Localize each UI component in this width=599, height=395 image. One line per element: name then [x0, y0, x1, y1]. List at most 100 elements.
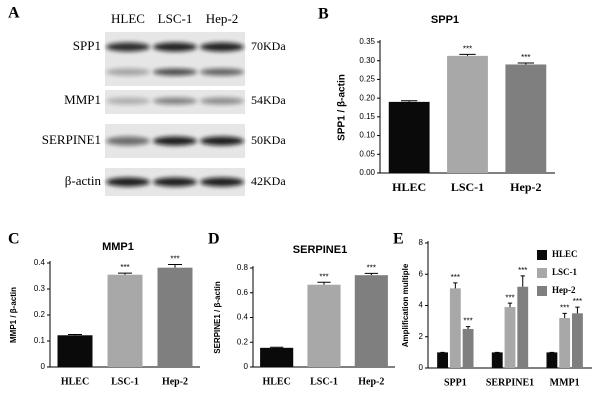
error-bar [453, 282, 458, 289]
panel-label: E [393, 231, 404, 248]
bar [107, 274, 143, 367]
y-axis-label: SERPINE1 / β-actin [213, 281, 222, 354]
blot-band [106, 97, 150, 105]
bar [307, 284, 341, 367]
blot-column: Hep-2 [206, 11, 239, 26]
significance: *** [518, 266, 527, 275]
y-tick-label: 0.00 [359, 168, 375, 177]
blot-size: 42KDa [251, 174, 286, 188]
legend-swatch [537, 286, 547, 296]
blot-band [200, 136, 244, 146]
legend-label: HLEC [552, 249, 578, 259]
significance: *** [451, 273, 460, 282]
panel-label: A [8, 5, 20, 22]
bar [546, 352, 558, 368]
blot-band [153, 136, 197, 146]
bar [449, 288, 461, 368]
blot-size: 50KDa [251, 133, 286, 147]
blot-size: 54KDa [251, 93, 286, 107]
legend-swatch [537, 250, 547, 260]
error-bar [118, 272, 132, 275]
blot-band [200, 42, 244, 52]
y-tick-label: 0.6 [237, 288, 249, 297]
error-bar [562, 312, 567, 318]
y-tick-label: 4 [419, 301, 424, 310]
significance: *** [367, 263, 376, 272]
panel-label: C [8, 231, 20, 248]
blot-row-label: SPP1 [73, 38, 101, 53]
x-tick-label: HLEC [61, 376, 89, 387]
x-tick-label: SPP1 [444, 377, 467, 388]
bar [447, 55, 488, 173]
error-bar [401, 100, 418, 102]
y-tick-label: 0.15 [359, 112, 375, 121]
error-bar [317, 281, 331, 285]
bar [491, 352, 503, 368]
error-bar [465, 326, 471, 329]
significance: *** [573, 297, 582, 306]
y-tick-label: 0 [419, 363, 424, 372]
error-bar [507, 302, 513, 308]
y-tick-label: 8 [419, 238, 424, 247]
legend-label: Hep-2 [552, 285, 576, 295]
y-tick-label: 0.2 [237, 337, 249, 346]
chart-title: SPP1 [431, 14, 459, 26]
y-tick-label: 0 [244, 362, 249, 371]
blot-band [153, 177, 197, 187]
x-tick-label: SERPINE1 [486, 377, 534, 388]
y-tick-label: 0.8 [237, 263, 249, 272]
bar [504, 307, 516, 368]
x-tick-label: HLEC [262, 376, 290, 387]
y-axis-label: SPP1 / β-actin [337, 74, 348, 141]
blot-band [106, 68, 150, 76]
y-tick-label: 0 [41, 362, 46, 371]
error-bar [459, 53, 476, 56]
y-tick-label: 0.35 [359, 37, 375, 46]
significance: *** [560, 303, 569, 312]
significance: *** [170, 255, 179, 264]
bar [157, 267, 193, 367]
blot-strip [105, 32, 245, 86]
blot-size: 70KDa [251, 39, 286, 53]
x-tick-label: HLEC [392, 180, 426, 194]
y-tick-label: 6 [419, 269, 424, 278]
error-bar [520, 275, 525, 287]
x-tick-label: LSC-1 [111, 376, 139, 387]
chart-title: MMP1 [102, 241, 134, 253]
x-tick-label: LSC-1 [451, 180, 484, 194]
y-axis-label: MMP1 / β-actin [9, 287, 18, 343]
error-bar [68, 334, 82, 336]
y-tick-label: 0.2 [34, 310, 46, 319]
error-bar [575, 306, 580, 314]
x-tick-label: Hep-2 [162, 376, 188, 387]
significance: *** [319, 272, 328, 281]
blot-band [153, 68, 197, 76]
blot-band [106, 42, 150, 52]
y-tick-label: 0.1 [34, 336, 46, 345]
blot-column: HLEC [111, 11, 145, 26]
blot-band [200, 68, 244, 76]
y-tick-label: 0.4 [34, 258, 46, 267]
blot-band [200, 177, 244, 187]
legend-swatch [537, 268, 547, 278]
panel-label: D [208, 231, 220, 248]
bar [572, 313, 583, 368]
significance: *** [463, 44, 472, 53]
bar [260, 347, 294, 367]
legend-label: LSC-1 [552, 267, 578, 277]
error-bar [364, 272, 378, 276]
significance: *** [463, 317, 472, 326]
y-tick-label: 0.20 [359, 93, 375, 102]
bar [462, 328, 474, 368]
bar [559, 318, 571, 368]
bar [505, 64, 547, 173]
blot-band [200, 97, 244, 105]
blot-band [153, 97, 197, 105]
significance: *** [120, 263, 129, 272]
blot-row-label: MMP1 [64, 92, 101, 107]
error-bar [270, 346, 284, 348]
bar [517, 286, 529, 368]
error-bar [517, 62, 534, 65]
